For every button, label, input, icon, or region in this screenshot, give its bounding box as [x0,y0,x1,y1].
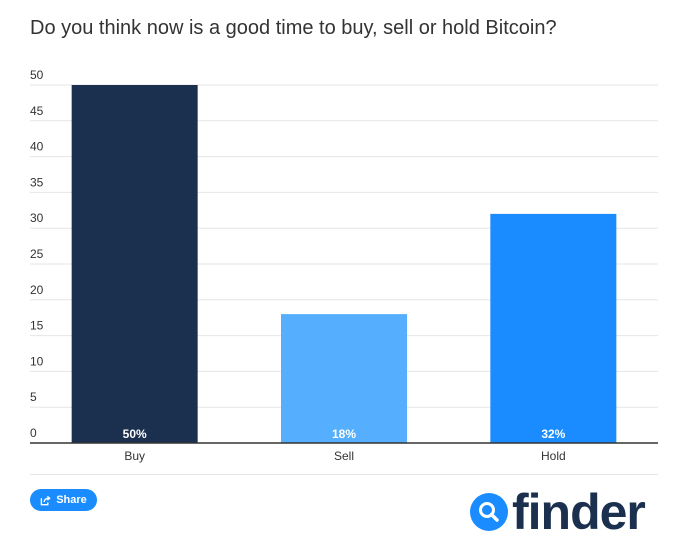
y-tick-label: 0 [30,426,37,440]
y-tick-label: 5 [30,390,37,404]
y-tick-label: 40 [30,140,44,154]
chart-title: Do you think now is a good time to buy, … [30,17,557,39]
x-tick-label: Sell [334,449,354,463]
logo-wordmark: finder [512,484,646,540]
y-tick-label: 15 [30,319,44,333]
share-label: Share [56,494,87,506]
bar-hold[interactable] [490,213,617,443]
y-tick-label: 20 [30,283,44,297]
data-label: 32% [541,427,565,441]
magnifier-icon [470,493,508,531]
data-label: 50% [123,427,147,441]
y-tick-label: 50 [30,68,44,82]
y-tick-label: 45 [30,104,44,118]
bar-buy[interactable] [71,85,198,443]
share-button[interactable]: Share [30,489,97,511]
data-label: 18% [332,427,356,441]
y-tick-label: 35 [30,175,44,189]
x-tick-label: Buy [124,449,145,463]
y-tick-label: 25 [30,247,44,261]
x-tick-label: Hold [541,449,566,463]
y-tick-label: 10 [30,354,44,368]
finder-logo: finder [470,484,646,540]
share-icon [40,495,51,505]
bar-chart: 0 5 10 15 20 25 30 35 40 45 50 50% Buy 18% Sell 32% Hold [30,68,658,463]
bar-sell[interactable] [281,314,407,443]
y-tick-label: 30 [30,211,44,225]
footer-divider [30,474,658,475]
